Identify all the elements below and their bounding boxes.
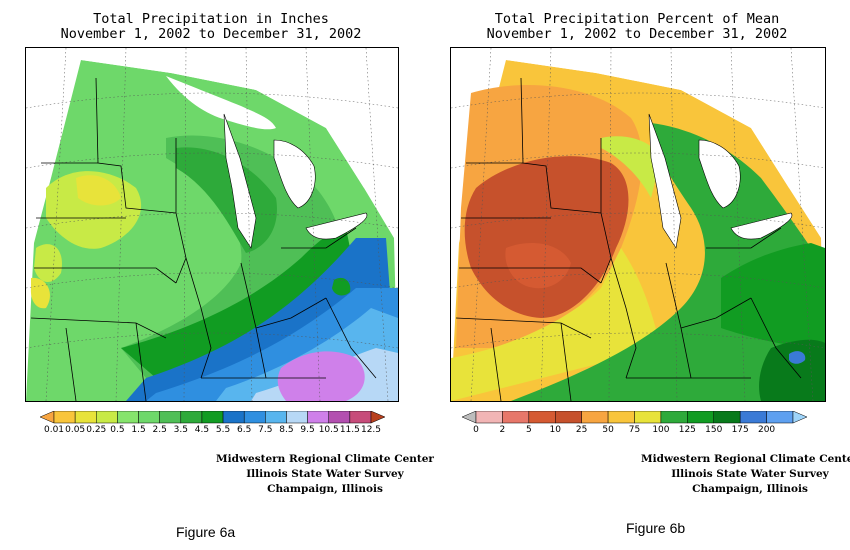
- map-a-legend-label: 0.5: [110, 425, 125, 435]
- map-b-legend-swatch-12: [766, 410, 794, 424]
- map-a-legend-label: 11.5: [339, 425, 360, 435]
- map-a-legend-swatch-1: [53, 410, 76, 424]
- map-a-legend-label: 10.5: [318, 425, 339, 435]
- map-a-credit-line2: Illinois State Water Survey: [246, 468, 404, 480]
- map-b-legend-swatch-9: [687, 410, 714, 424]
- map-a-legend-label: 12.5: [360, 425, 382, 435]
- map-b-legend-colorbar: [461, 410, 808, 424]
- map-b-legend-swatch-2: [502, 410, 530, 424]
- map-a-title-line1: Total Precipitation in Inches: [93, 11, 329, 27]
- map-a-credit-line3: Champaign, Illinois: [267, 483, 383, 495]
- map-b-legend-label: 150: [705, 425, 723, 435]
- map-a-legend-swatch-16: [370, 410, 386, 424]
- map-b-credit-line2: Illinois State Water Survey: [671, 468, 829, 480]
- map-a-legend: 0.01 0.05 0.25 0.5 1.5 2.5 3.5 4.5 5.5 6.5 7.5 8.5 9…: [39, 410, 386, 440]
- map-b-credit-line1: Midwestern Regional Climate Center: [641, 453, 850, 465]
- map-a-legend-swatch-4: [117, 410, 139, 424]
- map-a-legend-label: 9.5: [300, 425, 315, 435]
- map-a-title: Total Precipitation in Inches November 1…: [25, 12, 397, 42]
- map-a-title-line2: November 1, 2002 to December 31, 2002: [60, 26, 362, 42]
- map-b-legend-swatch-3: [528, 410, 556, 424]
- map-b-legend-swatch-7: [634, 410, 662, 424]
- map-b-legend-swatch-1: [475, 410, 503, 424]
- map-a-legend-labels: 0.01 0.05 0.25 0.5 1.5 2.5 3.5 4.5 5.5 6.5 7.5 8.5 9…: [40, 425, 385, 437]
- map-b-legend-swatch-5: [581, 410, 609, 424]
- map-a-legend-swatch-2: [74, 410, 97, 424]
- map-b-legend-swatch-4: [555, 410, 582, 424]
- map-b-legend-label: 10: [549, 425, 561, 435]
- map-b-legend-label: 50: [602, 425, 614, 435]
- map-b-legend-swatch-11: [739, 410, 767, 424]
- map-b-legend-label: 75: [628, 425, 641, 435]
- map-a-legend-label: 3.5: [173, 425, 188, 435]
- map-a-legend-label: 0.05: [65, 425, 86, 435]
- map-a-legend-label: 2.5: [152, 425, 167, 435]
- map-b-title-line1: Total Precipitation Percent of Mean: [494, 11, 780, 27]
- map-b-legend-label: 125: [678, 425, 696, 435]
- map-b-credit: Midwestern Regional Climate Center Illin…: [640, 452, 850, 497]
- map-b-legend-label: 175: [731, 425, 749, 435]
- map-a-legend-label: 4.5: [194, 425, 210, 435]
- map-a-legend-swatch-10: [243, 410, 266, 424]
- map-b-legend-label: 100: [652, 425, 670, 435]
- map-a-legend-swatch-7: [180, 410, 203, 424]
- map-b-legend-label: 2: [499, 425, 506, 435]
- map-a-legend-label: 0.01: [43, 425, 65, 435]
- map-a-credit: Midwestern Regional Climate Center Illin…: [215, 452, 435, 497]
- map-a-legend-swatch-11: [265, 410, 287, 424]
- map-a-legend-swatch-3: [96, 410, 118, 424]
- map-a-legend-swatch-14: [328, 410, 351, 424]
- map-b-legend-label: 0: [473, 425, 479, 435]
- map-a-legend-label: 1.5: [131, 425, 146, 435]
- map-a-legend-swatch-9: [222, 410, 245, 424]
- map-b-legend-swatch-6: [607, 410, 635, 424]
- map-a-legend-label: 7.5: [258, 425, 273, 435]
- map-a-legend-swatch-12: [286, 410, 308, 424]
- map-b-legend-label: 5: [525, 425, 532, 435]
- map-b-title: Total Precipitation Percent of Mean Nove…: [450, 12, 824, 42]
- map-a-legend-swatch-5: [138, 410, 160, 424]
- map-b-legend-labels: 0 2 5 10 25 50 75 100 125 150 175 200: [462, 425, 807, 437]
- map-a-precip-inches: [25, 47, 399, 402]
- figure-6a-caption: Figure 6a: [176, 524, 236, 540]
- map-b-legend-swatch-13: [792, 410, 808, 424]
- map-a-legend-swatch-13: [307, 410, 329, 424]
- map-b-legend-label: 200: [757, 425, 776, 435]
- map-b-legend-swatch-0: [461, 410, 477, 424]
- map-a-legend-swatch-15: [349, 410, 372, 424]
- figure-6b-caption: Figure 6b: [626, 520, 686, 536]
- map-a-legend-label: 5.5: [215, 425, 231, 435]
- map-a-legend-swatch-6: [159, 410, 182, 424]
- map-b-title-line2: November 1, 2002 to December 31, 2002: [486, 26, 788, 42]
- map-a-legend-label: 0.25: [86, 425, 107, 435]
- map-a-legend-label: 8.5: [279, 425, 294, 435]
- map-a-legend-swatch-0: [39, 410, 55, 424]
- map-b-credit-line3: Champaign, Illinois: [692, 483, 808, 495]
- map-b-legend: 0 2 5 10 25 50 75 100 125 150 175 200: [461, 410, 808, 440]
- map-b-legend-swatch-8: [660, 410, 688, 424]
- map-a-credit-line1: Midwestern Regional Climate Center: [216, 453, 434, 465]
- map-a-legend-label: 6.5: [237, 425, 252, 435]
- map-a-legend-colorbar: [39, 410, 386, 424]
- map-b-legend-label: 25: [575, 425, 588, 435]
- map-a-legend-swatch-8: [201, 410, 224, 424]
- map-b-legend-swatch-10: [713, 410, 741, 424]
- map-b-precip-percent: [450, 47, 826, 402]
